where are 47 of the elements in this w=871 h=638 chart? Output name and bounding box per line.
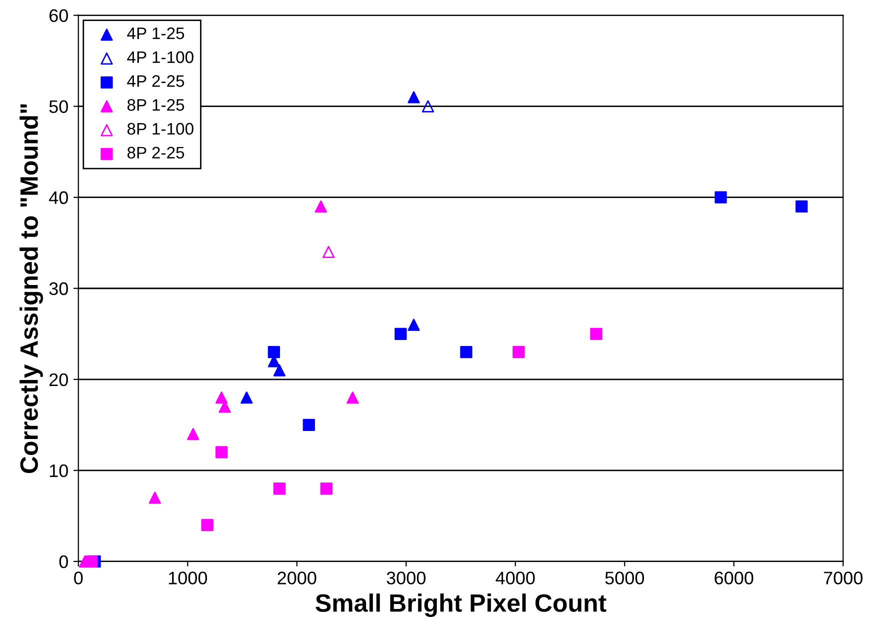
y-tick-label: 30 [49,282,68,296]
legend-label: 8P 2-25 [127,146,184,159]
legend-label: 8P 1-100 [127,122,194,135]
y-tick-label: 10 [50,464,68,478]
x-tick-label: 2000 [278,572,316,584]
point [394,328,407,340]
point [346,392,359,404]
point [268,346,280,358]
x-tick-label: 0 [74,572,83,584]
point [85,555,98,568]
point [273,364,286,376]
point [714,191,727,204]
point [460,346,472,358]
point [273,482,286,495]
x-axis-title: Small Bright Pixel Count [316,594,606,617]
y-tick-label: 20 [49,373,68,386]
point [240,392,253,404]
y-axis-title: Correctly Assigned to "Mound" [20,104,44,474]
y-tick-label: 50 [49,100,68,114]
point [322,246,335,258]
y-tick-label: 40 [49,191,68,204]
point [408,91,420,104]
x-tick-label: 1000 [168,572,208,584]
legend-label: 4P 1-100 [127,51,194,64]
legend-label: 4P 1-25 [127,27,184,40]
point [408,318,420,331]
point [215,446,228,458]
point [302,418,315,431]
y-tick-label: 60 [50,9,68,22]
legend-label: 8P 1-25 [127,99,184,111]
x-tick-label: 7000 [824,572,863,584]
point [187,428,200,440]
point [148,492,161,504]
point [215,392,228,404]
y-tick-label: 0 [59,555,68,568]
point [590,328,602,340]
point [320,482,332,495]
x-tick-label: 4000 [496,572,535,584]
x-tick-label: 3000 [386,572,426,584]
legend-label: 4P 2-25 [127,75,184,87]
x-tick-label: 6000 [714,572,754,584]
point [796,200,808,213]
point [201,518,214,532]
x-tick-label: 5000 [605,572,644,584]
point [314,200,327,213]
point [512,346,525,358]
point [422,100,434,112]
